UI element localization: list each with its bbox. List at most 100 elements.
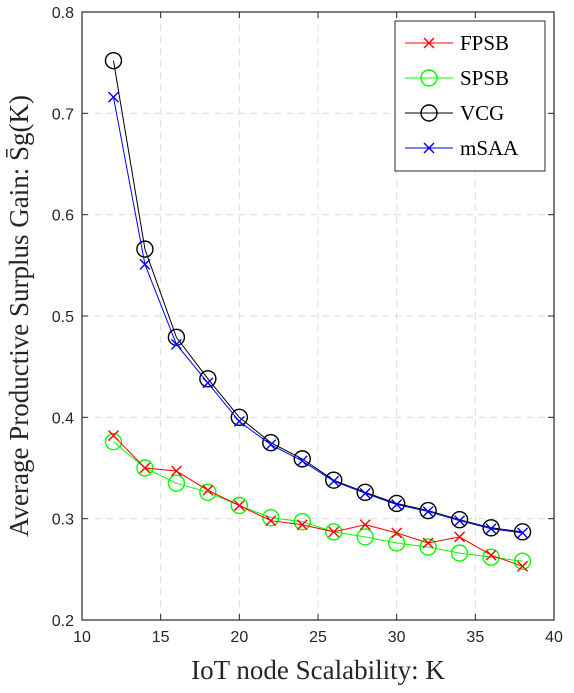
spsb-point bbox=[482, 548, 500, 566]
y-tick-label: 0.8 bbox=[52, 5, 74, 22]
series-spsb bbox=[104, 432, 532, 570]
vcg-point bbox=[482, 519, 500, 537]
y-axis-label: Average Productive Surplus Gain: S̄g(K) bbox=[4, 95, 34, 537]
marker-x-stroke bbox=[422, 506, 434, 518]
series-vcg bbox=[104, 51, 532, 541]
spsb-point bbox=[293, 513, 311, 531]
marker-x-stroke bbox=[328, 475, 340, 487]
legend[interactable]: FPSB SPSB VCG mSAA bbox=[394, 20, 546, 172]
fpsb-point bbox=[139, 462, 151, 474]
marker-x-stroke bbox=[170, 338, 182, 350]
marker-x-stroke bbox=[107, 430, 119, 442]
x-tick-label: 30 bbox=[388, 629, 406, 646]
msaa-point bbox=[233, 415, 245, 427]
msaa-point bbox=[265, 439, 277, 451]
marker-x-stroke bbox=[517, 560, 529, 572]
x-tick-label: 20 bbox=[230, 629, 248, 646]
vcg-point bbox=[450, 510, 469, 529]
msaa-point bbox=[517, 527, 529, 539]
spsb-point bbox=[356, 528, 374, 546]
marker-x-stroke bbox=[265, 439, 277, 451]
fpsb-point bbox=[233, 499, 245, 511]
x-tick-label: 25 bbox=[309, 629, 327, 646]
y-tick-label: 0.3 bbox=[52, 512, 74, 529]
fpsb-point bbox=[202, 484, 214, 496]
marker-x-stroke bbox=[265, 515, 277, 527]
marker-x-stroke bbox=[359, 519, 371, 531]
msaa-point bbox=[202, 377, 214, 389]
legend-marker-vcg bbox=[420, 104, 438, 122]
msaa-point bbox=[296, 455, 308, 467]
marker-x-stroke bbox=[454, 515, 466, 527]
fpsb-point bbox=[107, 430, 119, 442]
marker-x-stroke bbox=[359, 487, 371, 499]
legend-item-vcg: VCG bbox=[405, 101, 504, 125]
marker-x-stroke bbox=[233, 499, 245, 511]
legend-item-msaa: mSAA bbox=[405, 136, 519, 160]
spsb-point bbox=[513, 552, 532, 570]
vcg-point bbox=[356, 483, 374, 502]
ticks: 10 15 20 25 30 35 40 0.2 0.3 0.4 0.5 0.6 0.7 0.8 bbox=[52, 5, 563, 646]
y-tick-label: 0.4 bbox=[52, 410, 74, 427]
series-msaa bbox=[107, 91, 529, 539]
spsb-point bbox=[387, 534, 406, 552]
marker-x-stroke bbox=[139, 462, 151, 474]
y-tick-label: 0.6 bbox=[52, 208, 74, 225]
marker-x-stroke bbox=[454, 531, 466, 543]
y-tick-label: 0.7 bbox=[52, 106, 74, 123]
fpsb-point bbox=[391, 527, 403, 539]
legend-marker-fpsb bbox=[423, 37, 435, 49]
marker-x-stroke bbox=[107, 91, 119, 103]
msaa-point bbox=[107, 91, 119, 103]
spsb-point bbox=[104, 432, 123, 451]
marker-x-stroke bbox=[423, 142, 435, 154]
legend-item-spsb: SPSB bbox=[405, 66, 509, 90]
x-tick-label: 15 bbox=[152, 629, 170, 646]
fpsb-point bbox=[359, 519, 371, 531]
marker-x-stroke bbox=[170, 465, 182, 477]
fpsb-point bbox=[265, 515, 277, 527]
spsb-point bbox=[325, 523, 343, 541]
marker-x-stroke bbox=[422, 537, 434, 549]
fpsb-point bbox=[328, 526, 340, 538]
series-layer bbox=[104, 51, 532, 572]
spsb-point bbox=[419, 538, 437, 556]
fpsb-point bbox=[517, 560, 529, 572]
marker-x-stroke bbox=[423, 37, 435, 49]
series-fpsb bbox=[107, 430, 529, 572]
msaa-line bbox=[112, 97, 523, 534]
fpsb-line bbox=[113, 435, 523, 567]
y-tick-label: 0.2 bbox=[52, 613, 74, 630]
marker-x-stroke bbox=[391, 498, 403, 510]
fpsb-point bbox=[296, 519, 308, 531]
fpsb-point bbox=[170, 465, 182, 477]
vcg-point bbox=[199, 370, 217, 388]
legend-label-msaa: mSAA bbox=[460, 136, 519, 160]
vcg-point bbox=[104, 51, 123, 70]
msaa-point bbox=[170, 338, 182, 350]
legend-marker-spsb bbox=[420, 69, 438, 87]
spsb-point bbox=[199, 483, 217, 502]
marker-x-stroke bbox=[202, 484, 214, 496]
legend-marker-msaa bbox=[423, 142, 435, 154]
spsb-point bbox=[450, 544, 469, 562]
msaa-point bbox=[328, 475, 340, 487]
vcg-point bbox=[136, 240, 154, 258]
x-tick-label: 10 bbox=[73, 629, 91, 646]
msaa-point bbox=[485, 523, 497, 535]
fpsb-point bbox=[485, 549, 497, 561]
vcg-point bbox=[230, 408, 249, 427]
vcg-point bbox=[387, 494, 406, 513]
vcg-point bbox=[325, 471, 343, 489]
marker-x-stroke bbox=[296, 455, 308, 467]
vcg-point bbox=[262, 433, 280, 452]
marker-x-stroke bbox=[139, 258, 151, 270]
legend-label-vcg: VCG bbox=[460, 101, 504, 125]
spsb-point bbox=[136, 459, 154, 477]
spsb-point bbox=[262, 508, 280, 527]
marker-x-stroke bbox=[517, 527, 529, 539]
marker-x-stroke bbox=[391, 527, 403, 539]
legend-label-fpsb: FPSB bbox=[460, 31, 509, 55]
